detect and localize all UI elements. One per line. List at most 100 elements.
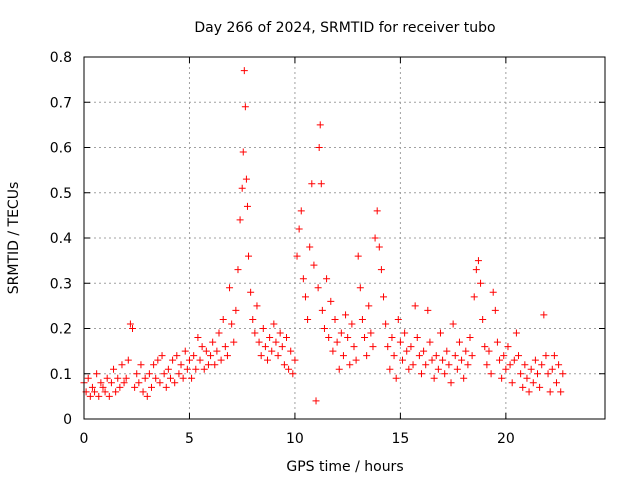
data-point [84,374,92,382]
data-point [317,180,325,188]
x-tick-label: 0 [80,431,89,447]
data-point [116,383,124,391]
data-point [156,379,164,387]
data-point [557,388,565,396]
data-point [411,302,419,310]
data-point [396,338,404,346]
data-point [188,374,196,382]
y-tick-label: 0.6 [50,141,72,157]
data-point [226,284,234,292]
data-point [342,311,350,319]
data-point [529,379,537,387]
data-point [430,374,438,382]
data-point [266,334,274,342]
data-point [420,347,428,355]
data-point [261,343,269,351]
data-point [162,383,170,391]
data-point [141,374,149,382]
data-point [331,315,339,323]
data-point [367,329,375,337]
data-point [455,338,463,346]
y-tick-label: 0.8 [50,50,72,66]
data-point [239,148,247,156]
data-point [320,325,328,332]
data-point [483,361,491,369]
data-point [544,370,552,378]
data-point [247,288,255,296]
data-point [175,370,183,378]
data-point [384,343,392,351]
data-point [462,347,470,355]
data-point [171,379,179,387]
data-point [350,343,358,351]
x-tick-label: 15 [391,431,409,447]
data-point [107,379,115,387]
data-point [491,306,499,314]
data-point [363,352,371,360]
data-point [285,365,293,373]
data-point [143,392,151,400]
data-point [382,320,390,328]
data-point [464,361,472,369]
data-point [337,329,345,337]
data-point [97,379,105,387]
data-point [223,352,231,360]
data-point [152,374,160,382]
data-point [287,347,295,355]
data-point [434,365,442,373]
data-point [479,315,487,323]
data-point [276,329,284,337]
data-point [183,365,191,373]
data-point [451,352,459,360]
data-point [312,397,320,405]
data-point [280,361,288,369]
y-tick-label: 0.5 [50,186,72,202]
x-axis-label: GPS time / hours [286,459,403,475]
data-point [424,306,432,314]
data-point [519,383,527,391]
y-tick-label: 0.1 [50,367,72,383]
data-point [253,302,261,310]
data-point [417,370,425,378]
data-point [179,374,187,382]
data-point [145,370,153,378]
data-point [371,234,379,242]
data-point [228,320,236,328]
data-point [517,370,525,378]
data-point [232,306,240,314]
data-point [407,343,415,351]
data-point [485,347,493,355]
data-point [453,365,461,373]
data-point [508,379,516,387]
data-point [339,352,347,360]
data-point [375,243,383,251]
data-point [472,266,480,274]
data-point [240,67,248,75]
data-point [477,279,485,287]
data-point [105,392,113,400]
data-point [555,361,563,369]
data-point [369,343,377,351]
data-point [365,302,373,310]
data-point [536,383,544,391]
y-tick-label: 0.2 [50,322,72,338]
data-point [169,356,177,364]
data-point [354,252,362,260]
data-point [498,374,506,382]
tick-labels: 0 5 10 15 20 0 0.1 0.2 0.3 0.4 0.5 0.6 0.7 0.8 [50,50,515,447]
data-point [91,388,99,396]
data-point [327,297,335,305]
data-point [510,356,518,364]
data-point [135,379,143,387]
y-tick-label: 0.4 [50,231,72,247]
data-point [466,334,474,342]
y-tick-label: 0.7 [50,95,72,111]
data-point [257,352,265,360]
data-point [177,361,185,369]
data-point [403,347,411,355]
grid-lines [84,57,605,419]
plot-frame [83,56,606,420]
data-point [304,315,312,323]
